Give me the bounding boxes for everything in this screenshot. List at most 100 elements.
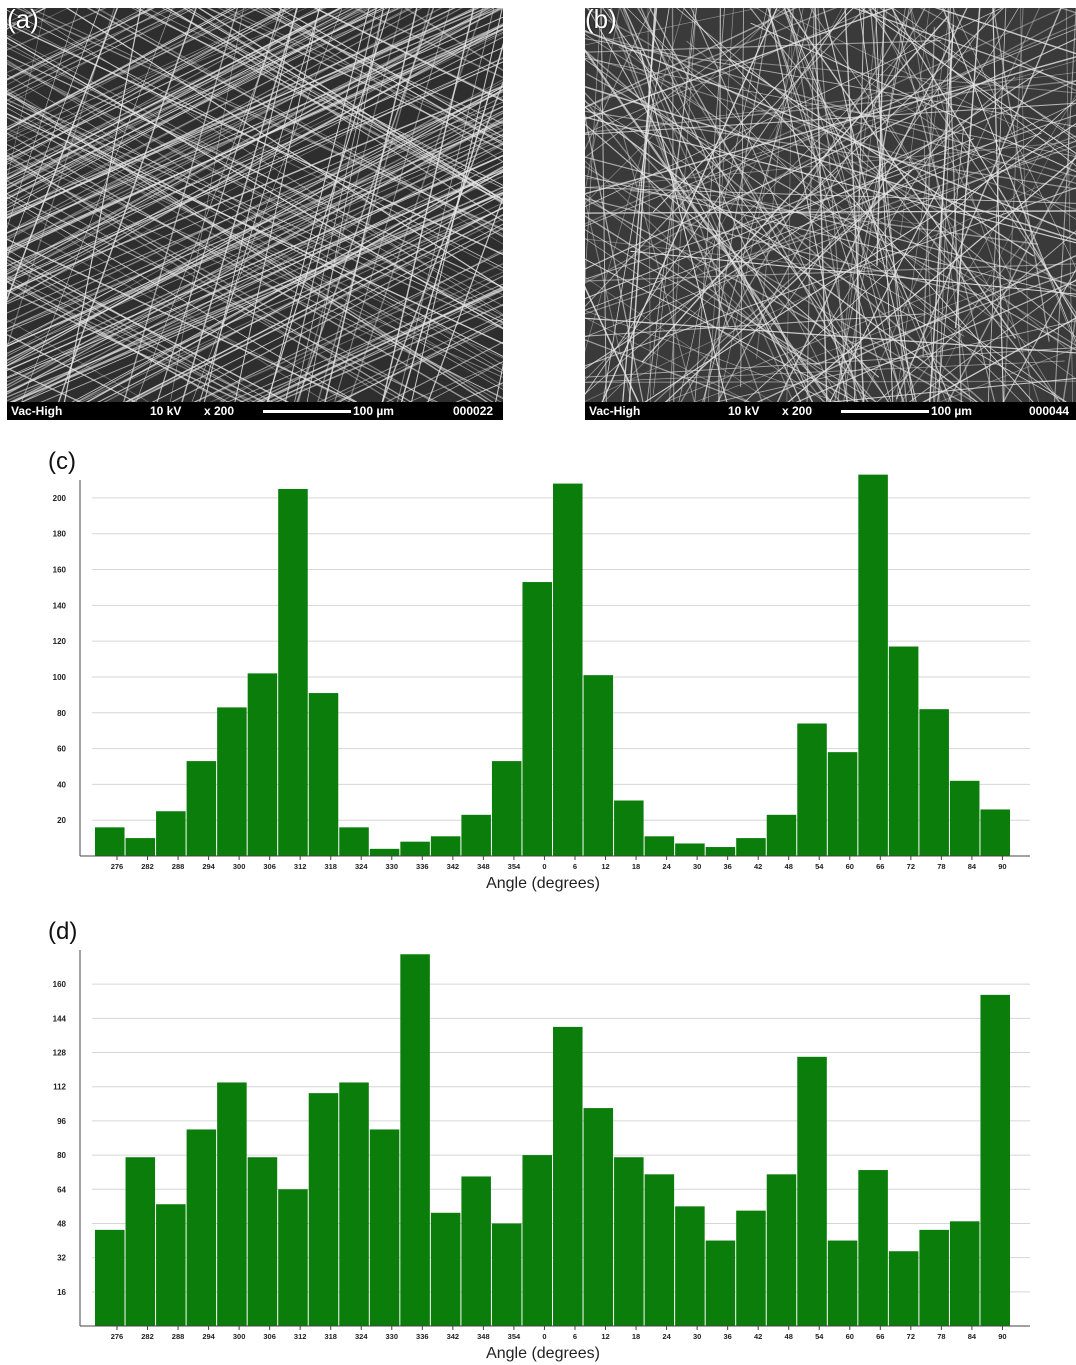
x-tick-label: 0 [542, 862, 546, 871]
bar [461, 814, 491, 856]
x-tick-label: 60 [846, 862, 854, 871]
panel-label-b: (b) [585, 8, 617, 34]
bar [308, 1093, 339, 1326]
bar [980, 809, 1010, 856]
y-tick-label: 128 [53, 1049, 67, 1058]
y-tick-label: 200 [53, 494, 67, 503]
bar [186, 1129, 217, 1326]
bar [156, 1204, 186, 1326]
x-tick-label: 324 [355, 1332, 368, 1341]
sem-fibers-aligned [7, 8, 503, 402]
sem-info-bar-b: Vac-High 10 kV x 200 100 µm 000044 [585, 402, 1076, 420]
x-tick-label: 78 [937, 1332, 945, 1341]
x-tick-label: 276 [111, 862, 124, 871]
x-axis-title: Angle (degrees) [486, 1345, 600, 1362]
bar [919, 709, 949, 856]
bar [369, 1129, 400, 1326]
x-tick-label: 336 [416, 1332, 429, 1341]
bars [95, 474, 1010, 856]
bar [247, 1157, 278, 1326]
x-tick-label: 294 [202, 1332, 215, 1341]
x-tick-label: 318 [324, 862, 337, 871]
bar [705, 847, 736, 856]
sem-magnification: x 200 [204, 404, 235, 418]
sem-scale: 100 µm [353, 404, 394, 418]
bar [156, 811, 186, 856]
bar [430, 836, 461, 856]
x-tick-label: 42 [754, 1332, 762, 1341]
bar [736, 838, 766, 856]
y-tick-label: 32 [57, 1254, 66, 1263]
x-tick-label: 54 [815, 1332, 824, 1341]
bar [919, 1229, 949, 1326]
x-tick-label: 300 [233, 862, 246, 871]
x-tick-label: 42 [754, 862, 762, 871]
x-tick-label: 18 [632, 1332, 640, 1341]
x-tick-label: 282 [141, 862, 154, 871]
x-tick-label: 12 [601, 862, 609, 871]
y-tick-label: 60 [57, 745, 66, 754]
panel-label-d: (d) [48, 918, 78, 945]
scale-bar [841, 410, 929, 413]
bar [858, 1170, 888, 1326]
x-tick-label: 30 [693, 862, 701, 871]
x-tick-label: 66 [876, 1332, 884, 1341]
scale-bar [263, 410, 351, 413]
bar [827, 752, 858, 856]
sem-voltage: 10 kV [150, 404, 182, 418]
y-tick-label: 80 [57, 709, 66, 718]
bar [491, 761, 522, 856]
sem-image-b: (b) Vac-High 10 kV x 200 100 µm 000044 [585, 8, 1076, 420]
bar [95, 1229, 125, 1326]
bar [827, 1240, 858, 1326]
bar [583, 675, 614, 856]
y-tick-label: 112 [53, 1083, 66, 1092]
x-tick-label: 312 [294, 1332, 307, 1341]
bar [614, 800, 644, 856]
bar [736, 1210, 766, 1326]
bar [491, 1223, 522, 1326]
bar [125, 1157, 156, 1326]
y-tick-label: 96 [57, 1117, 66, 1126]
x-tick-label: 324 [355, 862, 368, 871]
x-tick-label: 294 [202, 862, 215, 871]
y-tick-label: 40 [57, 780, 66, 789]
sem-image-id: 000022 [453, 404, 494, 418]
x-tick-label: 78 [937, 862, 945, 871]
x-tick-label: 282 [141, 1332, 154, 1341]
bar [95, 827, 125, 856]
x-tick-label: 312 [294, 862, 307, 871]
bar [186, 761, 217, 856]
bar [766, 814, 797, 856]
x-tick-label: 306 [263, 1332, 276, 1341]
sem-image-a: (a) Vac-High 10 kV x 200 100 µm 000022 [7, 8, 503, 420]
sem-magnification: x 200 [782, 404, 813, 418]
bar [400, 841, 430, 856]
x-tick-label: 54 [815, 862, 824, 871]
bar [278, 1189, 308, 1326]
y-tick-label: 100 [53, 673, 67, 682]
bars [95, 954, 1010, 1326]
bar [278, 488, 308, 856]
x-tick-label: 48 [785, 862, 793, 871]
x-tick-label: 348 [477, 862, 490, 871]
x-tick-label: 306 [263, 862, 276, 871]
bar [339, 1082, 369, 1326]
y-tick-label: 120 [53, 637, 67, 646]
x-tick-label: 84 [968, 862, 977, 871]
x-tick-label: 6 [573, 1332, 577, 1341]
bar [553, 1026, 583, 1326]
bar [858, 474, 888, 856]
x-tick-label: 348 [477, 1332, 490, 1341]
y-tick-label: 160 [53, 566, 67, 575]
bar [888, 646, 919, 856]
bar [675, 843, 705, 856]
bar [308, 693, 339, 856]
sem-mode: Vac-High [589, 404, 641, 418]
x-tick-label: 6 [573, 862, 577, 871]
y-tick-label: 80 [57, 1151, 66, 1160]
bar [644, 836, 675, 856]
x-tick-label: 342 [447, 862, 460, 871]
x-tick-label: 72 [907, 862, 915, 871]
